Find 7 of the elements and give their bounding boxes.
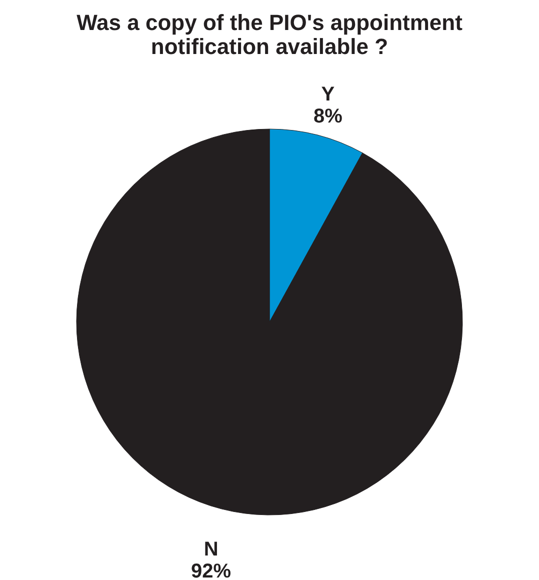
text: notification available ? xyxy=(150,34,388,59)
text: Was a copy of the PIO's appointment xyxy=(76,10,462,35)
pie-slice xyxy=(76,128,463,515)
data-label: 8% xyxy=(313,105,343,128)
slice-label: N xyxy=(204,538,218,561)
data-label: 92% xyxy=(191,560,232,580)
slice-label: Y xyxy=(321,83,336,106)
